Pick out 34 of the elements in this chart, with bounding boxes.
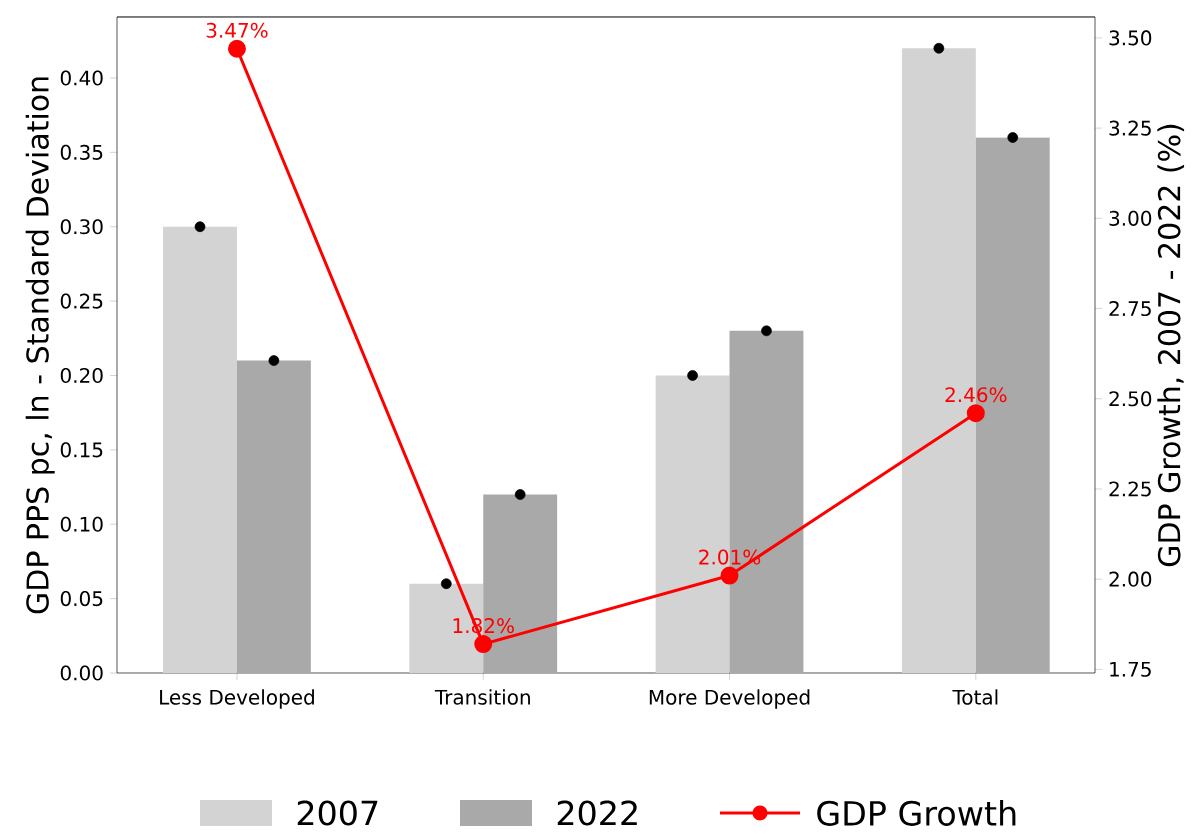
x-tick-label: Less Developed: [160, 689, 314, 709]
x-tick-label: Total: [952, 689, 998, 705]
point: [720, 566, 739, 585]
bar: [163, 226, 237, 673]
y2-tick-label: 3.50: [1109, 30, 1152, 46]
y2-tick-label: 2.50: [1109, 391, 1152, 407]
data-label: 3.47%: [206, 22, 268, 38]
y-tick-label: 0.15: [60, 442, 103, 458]
y2-tick-label: 1.75: [1110, 661, 1151, 677]
y-tick-label: 0.25: [60, 293, 103, 309]
y2-axis-title: GDP Growth, 2007 - 2022 (%): [1157, 124, 1185, 567]
y2-tick-label: 2.75: [1109, 300, 1151, 317]
y-tick-label: 0.30: [60, 219, 103, 235]
x-tick-label: More Developed: [649, 689, 810, 709]
y-tick-label: 0.10: [60, 516, 103, 532]
legend-label: 2022: [557, 800, 637, 826]
bar: [236, 360, 311, 673]
point: [966, 404, 985, 423]
y2-tick-label: 2.00: [1109, 571, 1152, 587]
point: [474, 635, 493, 654]
data-label: 2.46%: [945, 387, 1007, 403]
legend-label: GDP Growth: [817, 800, 1016, 826]
point: [227, 39, 246, 58]
y-tick-label: 0.00: [60, 665, 103, 681]
y-tick-label: 0.35: [60, 144, 103, 160]
legend-label: 2007: [297, 800, 378, 826]
y2-tick-label: 3.25: [1109, 120, 1151, 136]
y-tick-label: 0.40: [60, 70, 103, 86]
x-tick-label: Transition: [434, 689, 530, 705]
y-axis-title: GDP PPS pc, ln - Standard Deviation: [25, 77, 55, 614]
y-tick-label: 0.20: [60, 367, 103, 384]
y-tick-label: 0.05: [60, 591, 103, 607]
y2-tick-label: 3.00: [1109, 210, 1152, 226]
y2-tick-label: 2.25: [1109, 481, 1151, 497]
